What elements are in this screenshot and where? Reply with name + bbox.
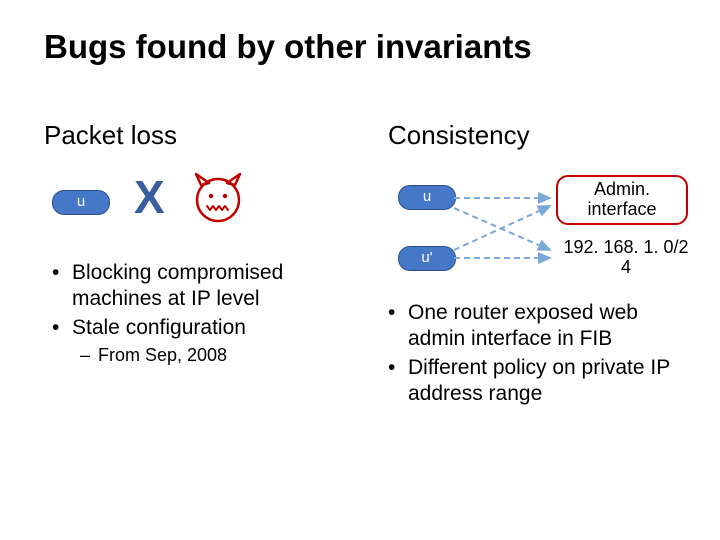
node-u-left: u <box>52 190 110 215</box>
right-heading: Consistency <box>388 120 530 151</box>
bullet-dot: • <box>52 315 72 341</box>
left-bullets: • Blocking compromised machines at IP le… <box>52 260 362 367</box>
sub-list-item: – From Sep, 2008 <box>80 345 362 367</box>
list-item: • Blocking compromised machines at IP le… <box>52 260 362 311</box>
right-bullets: • One router exposed web admin interface… <box>388 300 698 410</box>
node-u-prime: u' <box>398 246 456 271</box>
bullet-text: Blocking compromised machines at IP leve… <box>72 260 362 311</box>
devil-icon <box>190 170 246 226</box>
bullet-dot: • <box>52 260 72 311</box>
bullet-dot: • <box>388 355 408 406</box>
bullet-dot: • <box>388 300 408 351</box>
node-cidr: 192. 168. 1. 0/2 4 <box>556 238 696 278</box>
node-admin: Admin. interface <box>556 175 688 225</box>
bullet-text: Stale configuration <box>72 315 246 341</box>
left-heading: Packet loss <box>44 120 177 151</box>
list-item: • Different policy on private IP address… <box>388 355 698 406</box>
bullet-text: Different policy on private IP address r… <box>408 355 698 406</box>
x-mark: X <box>134 170 165 224</box>
bullet-dash: – <box>80 345 98 367</box>
sub-bullet-text: From Sep, 2008 <box>98 345 227 367</box>
list-item: • One router exposed web admin interface… <box>388 300 698 351</box>
bullet-text: One router exposed web admin interface i… <box>408 300 698 351</box>
list-item: • Stale configuration <box>52 315 362 341</box>
node-u-right: u <box>398 185 456 210</box>
slide-title: Bugs found by other invariants <box>44 28 532 66</box>
